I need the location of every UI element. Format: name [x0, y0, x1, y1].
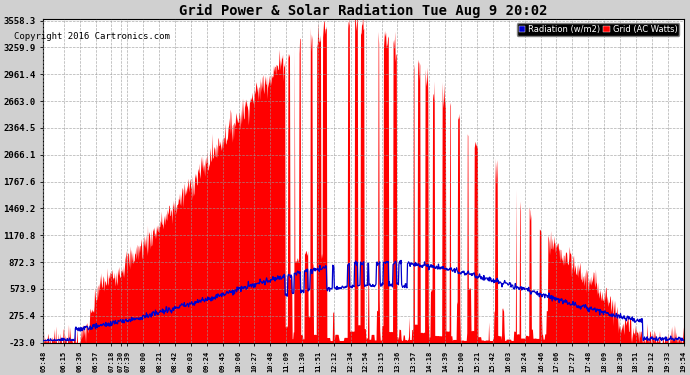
Title: Grid Power & Solar Radiation Tue Aug 9 20:02: Grid Power & Solar Radiation Tue Aug 9 2… — [179, 3, 548, 18]
Legend: Radiation (w/m2), Grid (AC Watts): Radiation (w/m2), Grid (AC Watts) — [517, 23, 680, 36]
Text: Copyright 2016 Cartronics.com: Copyright 2016 Cartronics.com — [14, 32, 170, 41]
